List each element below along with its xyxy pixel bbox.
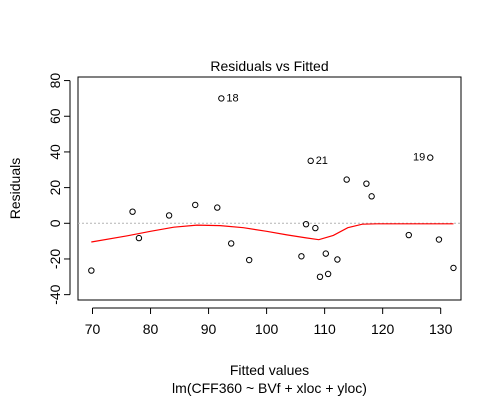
x-axis: 70 80 90 100 110 120 130 [85, 307, 453, 337]
residual-point [324, 270, 332, 278]
residual-point [450, 264, 457, 272]
x-tick-label: 70 [85, 321, 101, 337]
chart-title: Residuals vs Fitted [210, 58, 328, 74]
x-tick-label: 130 [429, 321, 453, 337]
residual-point [88, 267, 95, 274]
plot-frame [77, 76, 462, 301]
residual-point [135, 234, 143, 242]
residual-point [228, 240, 235, 247]
residual-point [405, 231, 412, 239]
residual-point [192, 201, 199, 209]
y-tick-label: 40 [47, 144, 63, 160]
residual-point [427, 154, 434, 161]
residual-point [245, 256, 253, 264]
residual-point [165, 212, 173, 219]
residual-point [218, 95, 225, 102]
residual-point [334, 256, 341, 263]
y-tick-label: -40 [47, 284, 63, 304]
point-label: 19 [413, 152, 425, 164]
residual-point [307, 157, 314, 165]
residual-point [298, 253, 305, 260]
y-tick-label: 60 [47, 108, 63, 124]
point-label: 18 [226, 92, 238, 104]
x-tick-label: 100 [255, 321, 279, 337]
point-labels-layer: 18 21 19 [226, 92, 425, 166]
x-tick-label: 90 [201, 321, 217, 337]
residual-point [302, 220, 310, 228]
x-tick-label: 110 [313, 321, 336, 337]
x-tick-label: 120 [371, 321, 395, 337]
residual-point [343, 176, 350, 183]
residual-point [129, 208, 136, 215]
points-layer [88, 95, 457, 281]
residual-point [435, 236, 443, 243]
residual-point [322, 250, 329, 257]
x-tick-label: 80 [143, 321, 159, 337]
model-formula: lm(CFF360 ~ BVf + xloc + yloc) [172, 380, 367, 396]
residual-point [214, 204, 221, 211]
y-tick-label: 80 [47, 73, 63, 89]
y-axis: -40 -20 0 20 40 60 80 [47, 73, 71, 305]
y-axis-label: Residuals [7, 158, 23, 219]
y-tick-label: 0 [47, 219, 63, 227]
residual-point [312, 224, 319, 232]
x-axis-label: Fitted values [230, 362, 309, 378]
y-tick-label: 20 [47, 180, 63, 196]
residual-point [316, 273, 324, 281]
smoother-line [91, 223, 454, 243]
point-label: 21 [316, 155, 328, 167]
y-tick-label: -20 [47, 249, 63, 269]
residual-point [368, 193, 375, 200]
residual-point [363, 180, 370, 187]
